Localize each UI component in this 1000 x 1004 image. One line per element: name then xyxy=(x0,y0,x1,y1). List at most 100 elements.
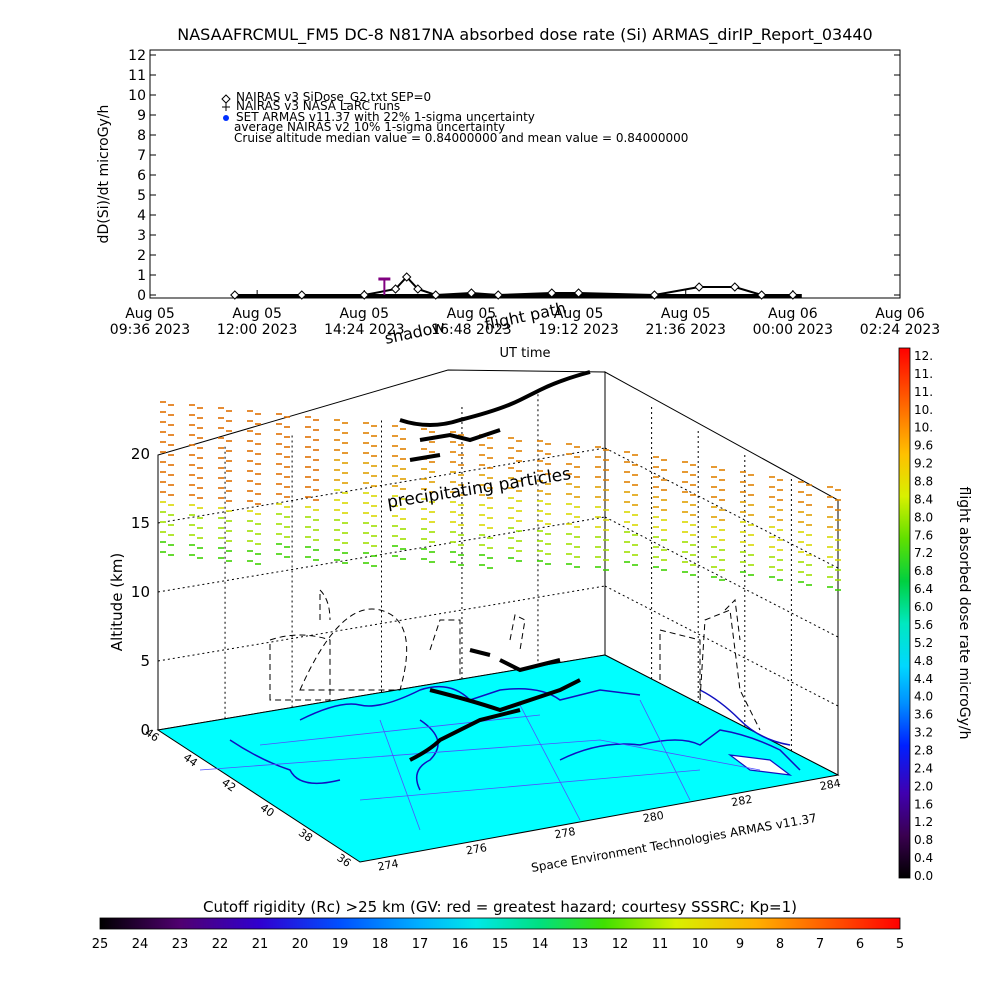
altitude-tick-label: 5 xyxy=(140,652,150,670)
shadow-outline xyxy=(659,629,701,700)
cutoff-tick-label: 25 xyxy=(92,937,109,952)
plot-frame xyxy=(149,49,901,299)
dose-tick-label: 11. xyxy=(914,367,933,381)
y-tick-label: 12 xyxy=(128,48,146,64)
dose-tick-label: 4.8 xyxy=(914,654,933,668)
cutoff-tick-label: 17 xyxy=(412,937,429,952)
shadow-outline xyxy=(429,619,461,680)
altitude-tick-label: 20 xyxy=(131,445,150,463)
longitude-tick-label: 280 xyxy=(642,809,665,825)
dose-tick-label: 1.2 xyxy=(914,815,933,829)
y-tick-label: 8 xyxy=(137,128,146,144)
y-tick-label: 0 xyxy=(137,288,146,304)
x-tick-time: 19:12 2023 xyxy=(538,322,618,338)
nairas-point xyxy=(390,284,401,294)
y-tick-label: 2 xyxy=(137,248,146,264)
longitude-tick-label: 282 xyxy=(730,793,753,809)
x-tick-date: Aug 06 xyxy=(875,306,925,322)
dose-tick-label: 8.4 xyxy=(914,492,933,506)
shadow-outline xyxy=(269,634,331,701)
dose-tick-label: 4.0 xyxy=(914,690,933,704)
coastline xyxy=(229,739,341,785)
altitude-tick-label: 10 xyxy=(131,583,150,601)
cutoff-tick-label: 24 xyxy=(132,937,149,952)
cutoff-tick-label: 11 xyxy=(652,937,669,952)
dose-tick-label: 6.8 xyxy=(914,564,933,578)
dose-tick-label: 5.6 xyxy=(914,618,933,632)
nairas-point xyxy=(230,290,240,300)
dose-tick-label: 9.6 xyxy=(914,439,933,453)
altitude-tick-label: 0 xyxy=(140,721,150,739)
dose-colorbar-label: flight absorbed dose rate microGy/h xyxy=(956,487,972,740)
cutoff-tick-label: 7 xyxy=(816,937,824,952)
cutoff-tick-label: 5 xyxy=(896,937,904,952)
nairas-point xyxy=(466,288,477,298)
x-tick-time: 12:00 2023 xyxy=(217,322,297,338)
y-tick-label: 10 xyxy=(128,88,146,104)
cutoff-colorbar-ticks: 25 24 23 22 21 20 19 18 17 16 15 14 13 12 11 10 9 8 7 6 5 xyxy=(92,937,904,952)
x-tick-date: Aug 05 xyxy=(447,306,497,322)
dose-tick-label: 4.4 xyxy=(914,672,933,686)
legend-entry: SET ARMAS v11.37 with 22% 1-sigma uncert… xyxy=(236,110,535,124)
shadow-outline xyxy=(299,608,408,691)
dose-tick-label: 10. xyxy=(914,403,933,417)
cutoff-tick-label: 22 xyxy=(212,937,229,952)
boundary-line xyxy=(259,714,541,746)
cutoff-colorbar-label: Cutoff rigidity (Rc) >25 km (GV: red = g… xyxy=(203,898,797,916)
flight-segment xyxy=(499,658,561,673)
nairas-point xyxy=(547,288,557,298)
cutoff-colorbar-gradient xyxy=(99,917,901,930)
longitude-tick-label: 284 xyxy=(819,777,842,793)
alt-gridline xyxy=(604,516,839,638)
coastlines xyxy=(199,685,801,831)
longitude-ticks: 274 276 278 280 282 284 xyxy=(377,777,842,874)
data-series xyxy=(230,272,802,300)
y-tick-label: 6 xyxy=(137,168,146,184)
coastline xyxy=(299,685,641,721)
cutoff-tick-label: 14 xyxy=(532,937,549,952)
y-axis-label: dD(Si)/dt microGy/h xyxy=(96,105,112,244)
cutoff-tick-label: 16 xyxy=(452,937,469,952)
dose-colorbar: 12. 11. 11. 10. 10. 9.6 9.2 8.8 8.4 8.0 7.6 7.2 6.8 6… xyxy=(898,347,972,883)
y-tick-label: 1 xyxy=(137,268,146,284)
dose-colorbar-gradient xyxy=(898,347,911,879)
dose-tick-label: 8.8 xyxy=(914,475,933,489)
dose-tick-label: 8.0 xyxy=(914,510,933,524)
dose-tick-label: 5.2 xyxy=(914,636,933,650)
y-tick-label: 5 xyxy=(137,188,146,204)
nairas-point xyxy=(756,290,767,300)
legend-entry: NAIRAS v3 NASA LaRC runs xyxy=(236,99,400,113)
cutoff-rigidity-colorbar: Cutoff rigidity (Rc) >25 km (GV: red = g… xyxy=(92,898,904,952)
dose-tick-label: 3.6 xyxy=(914,708,933,722)
dose-tick-label: 6.4 xyxy=(914,582,933,596)
boundary-line xyxy=(359,769,701,801)
ground-map xyxy=(156,654,840,863)
dose-tick-label: 0.8 xyxy=(914,833,933,847)
legend-entry: NAIRAS v3 SiDose_G2.txt SEP=0 xyxy=(236,90,431,104)
x-tick-date: Aug 06 xyxy=(768,306,818,322)
flight-segment xyxy=(399,370,591,427)
alt-gridline xyxy=(157,585,606,662)
nairas-point xyxy=(573,288,584,298)
x-tick-time: 16:48 2023 xyxy=(431,322,511,338)
cutoff-tick-label: 20 xyxy=(292,937,309,952)
y-tick-label: 9 xyxy=(137,108,146,124)
boundary-line xyxy=(519,704,581,821)
boundary-line xyxy=(199,739,761,771)
alt-gridline xyxy=(157,516,606,593)
legend-diamond-icon xyxy=(221,94,231,104)
dose-tick-label: 2.4 xyxy=(914,761,933,775)
nairas-point xyxy=(297,290,307,300)
flight-segment xyxy=(409,453,441,462)
dose-tick-label: 3.2 xyxy=(914,726,933,740)
report-title: NASAAFRCMUL_FM5 DC-8 N817NA absorbed dos… xyxy=(177,25,872,45)
cutoff-tick-label: 23 xyxy=(172,937,189,952)
cutoff-tick-label: 9 xyxy=(736,937,744,952)
coastline xyxy=(699,689,791,746)
dose-tick-label: 2.0 xyxy=(914,779,933,793)
shadow-outline xyxy=(509,614,526,651)
